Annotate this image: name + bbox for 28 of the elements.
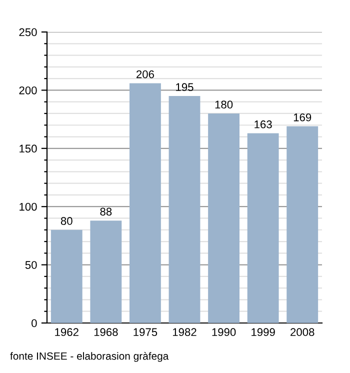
bar — [50, 230, 82, 323]
data-label: 80 — [60, 217, 72, 225]
data-label: 195 — [176, 83, 194, 92]
bar — [247, 133, 279, 323]
y-tick-label: 0 — [32, 319, 37, 328]
x-tick-label: 1968 — [94, 328, 118, 336]
x-tick-label: 1990 — [212, 328, 236, 336]
x-tick-label: 1999 — [252, 328, 275, 336]
x-tick-label: 2008 — [290, 328, 314, 336]
bar — [286, 126, 318, 323]
x-tick-label: 1962 — [55, 328, 78, 336]
data-label: 88 — [100, 208, 112, 216]
y-tick-label: 50 — [25, 261, 37, 269]
x-tick-label: 1975 — [134, 328, 158, 336]
data-label: 180 — [215, 100, 233, 109]
bar — [208, 113, 240, 323]
y-tick-label: 150 — [20, 144, 37, 153]
data-label: 206 — [136, 70, 154, 78]
y-tick-label: 200 — [19, 86, 37, 94]
x-tick-label: 1982 — [172, 328, 196, 336]
y-tick-label: 100 — [20, 202, 37, 211]
bar — [130, 83, 161, 323]
bar — [168, 96, 200, 323]
bar — [90, 220, 122, 323]
data-label: 163 — [254, 120, 272, 128]
source-note: fonte INSEE - elaborasion gràfega — [10, 352, 169, 362]
y-tick-label: 250 — [19, 28, 37, 36]
data-label: 169 — [294, 113, 312, 122]
